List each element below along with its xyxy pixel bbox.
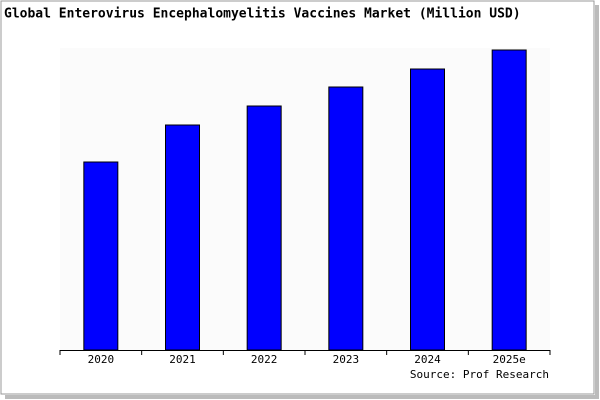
plot-area — [60, 48, 550, 350]
chart-title: Global Enterovirus Encephalomyelitis Vac… — [4, 7, 521, 22]
x-tick-label: 2023 — [333, 353, 360, 366]
frame-shadow — [5, 395, 599, 399]
bar — [83, 161, 119, 351]
bar — [165, 124, 200, 351]
bar — [410, 68, 445, 351]
x-tick-label: 2025e — [493, 353, 526, 366]
x-tick-label: 2020 — [88, 353, 115, 366]
bar — [328, 86, 364, 351]
x-tick-label: 2024 — [414, 353, 441, 366]
bar — [491, 49, 527, 351]
bar — [246, 105, 282, 351]
x-tick-label: 2022 — [251, 353, 278, 366]
frame-shadow — [595, 5, 599, 398]
x-tick-label: 2021 — [169, 353, 196, 366]
source-note: Source: Prof Research — [410, 368, 549, 381]
